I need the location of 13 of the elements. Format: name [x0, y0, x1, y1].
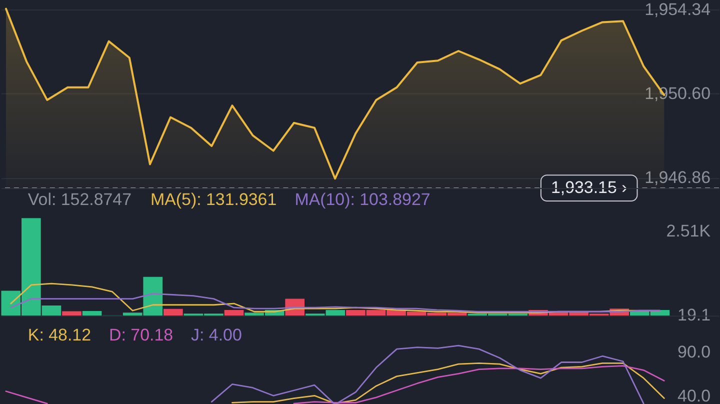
y-tick-label: 19.1 — [678, 306, 711, 325]
text: J: 4.00 — [191, 326, 242, 345]
annotation: Vol: 152.8747 — [28, 190, 132, 209]
text: MA(5): 131.9361 — [150, 190, 277, 209]
text: K: 48.12 — [28, 326, 92, 345]
text: D: 70.18 — [109, 326, 174, 345]
y-tick-label: 2.51K — [666, 221, 712, 240]
y-tick-label: 90.0 — [678, 342, 711, 362]
y-tick-label: 1,950.60 — [644, 84, 711, 104]
text: MA(10): 103.8927 — [294, 190, 430, 209]
y-tick-label: 40.0 — [678, 386, 711, 404]
y-tick-label: 1,946.86 — [644, 168, 711, 188]
y-tick-label: 1,954.34 — [644, 0, 711, 20]
